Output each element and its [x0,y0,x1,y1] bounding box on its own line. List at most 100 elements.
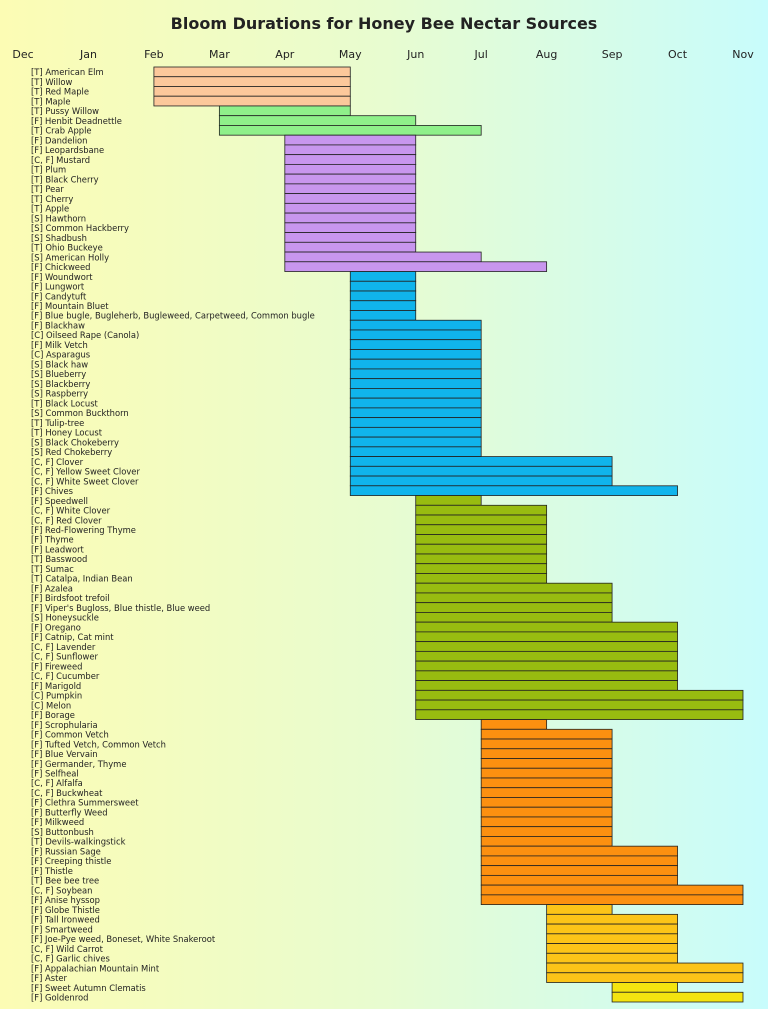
row-label: [F] Chickweed [31,262,90,272]
row-label: [S] Hawthorn [31,213,86,223]
bloom-bar [480,748,613,759]
row-label: [F] Mountain Bluet [31,301,109,311]
bloom-bar [284,261,548,272]
bloom-bar [480,874,678,886]
bloom-bar [153,76,351,87]
row-label: [T] Basswood [31,554,87,564]
row-label: [F] Milk Vetch [31,340,88,350]
row-label: [F] Azalea [31,583,73,593]
bloom-bar [546,962,744,974]
row-label: [T] Honey Locust [31,428,103,438]
bloom-bar [349,368,482,380]
row-label: [C, F] White Clover [31,506,111,516]
bloom-bar [480,797,613,808]
row-label: [F] Anise hyssop [31,895,100,905]
bloom-bar [415,631,678,643]
row-label: [F] Blackhaw [31,320,85,330]
bloom-bar [153,95,351,107]
bloom-bar [349,485,678,496]
row-label: [F] Red-Flowering Thyme [31,525,136,535]
bloom-bar [284,193,417,204]
row-label: [F] Chives [31,486,73,496]
row-label: [C, F] Soybean [31,885,93,895]
bloom-bar [415,563,548,574]
bloom-bar [415,495,482,506]
bloom-bar [480,719,548,730]
bloom-bar [349,329,482,341]
row-label: [F] Catnip, Cat mint [31,632,114,642]
row-label: [C, F] Mustard [31,155,90,165]
bloom-bar [284,163,417,175]
bloom-bar [415,699,744,711]
bloom-bar [349,426,482,438]
x-tick-label: Dec [12,48,33,61]
bloom-bar [546,972,744,983]
row-label: [F] Scrophularia [31,720,98,730]
row-label: [F] Fireweed [31,661,82,671]
x-tick-label: Jul [474,48,488,61]
bloom-bar [415,524,548,535]
row-label: [F] Joe-Pye weed, Boneset, White Snakero… [31,934,216,944]
x-tick-label: Oct [668,48,688,61]
row-label: [C, F] Wild Carrot [31,944,104,954]
row-label: [F] Thistle [31,866,73,876]
x-tick-label: Jan [79,48,97,61]
row-label: [T] Pussy Willow [31,106,99,116]
bloom-bar [153,86,351,97]
bloom-bar [546,933,678,944]
row-label: [F] Appalachian Mountain Mint [31,963,160,973]
row-label: [F] Smartweed [31,924,93,934]
row-label: [C, F] Red Clover [31,515,102,525]
row-label: [F] Clethra Summersweet [31,798,139,808]
bloom-bar [480,845,678,857]
bloom-bar [284,202,417,214]
row-label: [T] Sumac [31,564,74,574]
bloom-bar [415,621,678,633]
bloom-bar [349,436,482,448]
row-label: [F] Marigold [31,681,81,691]
x-tick-label: Nov [732,48,754,61]
bloom-bar [480,767,613,779]
bloom-bar [415,504,548,516]
bloom-bar [349,319,482,331]
bloom-bar [349,456,613,467]
row-label: [C, F] Garlic chives [31,954,110,964]
row-label: [S] Black haw [31,359,88,369]
bloom-bar [480,865,678,876]
bars [153,66,744,1003]
bloom-bar [415,641,678,652]
row-label: [F] Thyme [31,535,74,545]
row-label: [T] Plum [31,165,66,175]
row-label: [F] Russian Sage [31,846,101,856]
row-label: [T] Bee bee tree [31,876,99,886]
row-label: [T] Crab Apple [31,126,92,136]
row-label: [F] Goldenrod [31,993,88,1003]
row-label: [F] Butterfly Weed [31,807,108,817]
row-label: [F] Henbit Deadnettle [31,116,122,126]
row-label: [F] Dandelion [31,135,87,145]
bloom-bar [349,271,417,282]
row-label: [S] Common Buckthorn [31,408,129,418]
row-label: [T] Ohio Buckeye [31,243,103,253]
row-label: [T] Tulip-tree [31,418,84,428]
row-label: [C, F] Sunflower [31,652,99,662]
bloom-bar [415,543,548,555]
bloom-bar [415,553,548,565]
bloom-bar [611,991,744,1003]
bloom-bar [546,913,678,925]
row-label: [F] Tufted Vetch, Common Vetch [31,739,166,749]
bloom-bar [284,134,417,146]
bloom-bar [480,806,613,818]
bloom-bar [415,514,548,526]
row-label: [F] Tall Ironweed [31,915,100,925]
row-label: [F] Common Vetch [31,730,109,740]
bloom-bar [480,894,744,906]
bloom-bar [415,680,678,691]
row-label: [F] Sweet Autumn Clematis [31,983,146,993]
row-label: [F] Globe Thistle [31,905,100,915]
bloom-bar [480,816,613,828]
row-label: [C] Pumpkin [31,691,82,701]
bloom-bar [480,836,613,847]
row-label: [C] Melon [31,700,71,710]
bloom-bar [480,738,613,750]
